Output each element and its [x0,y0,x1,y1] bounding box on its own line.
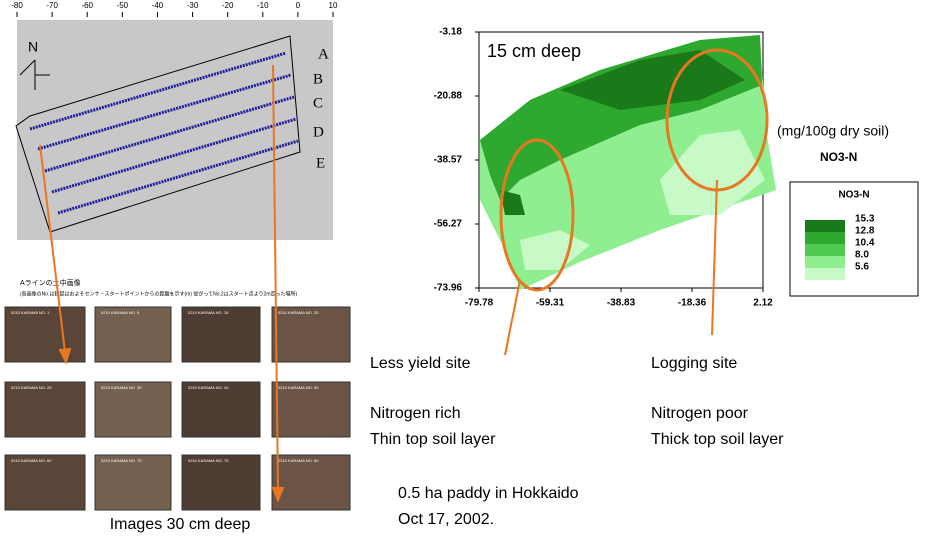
soil-image [272,382,350,437]
legend-label: 5.6 [855,262,869,273]
soil-image [182,455,260,510]
legend-swatch [805,232,845,244]
y-tick-label: -3.18 [439,27,462,38]
pointer-line [505,280,520,355]
soil-image [95,455,171,510]
image-label: 0210 KARAMA NO. 75 [188,458,229,463]
annotation: 0.5 ha paddy in Hokkaido [398,485,579,502]
y-tick-label: -73.96 [434,283,463,294]
legend-title: NO3-N [838,190,869,201]
images-heading: Aラインの土中画像 [20,278,81,287]
soil-image [5,307,85,362]
legend-label: 10.4 [855,238,875,249]
x-tick-label: -79.78 [465,298,494,309]
image-label: 0210 KARAMA NO. 50 [278,385,319,390]
unit-label: (mg/100g dry soil) [777,123,889,139]
soil-image [5,455,85,510]
image-label: 0210 KARAMA NO. 40 [188,385,229,390]
annotation: Thin top soil layer [370,431,496,448]
soil-image [95,307,171,362]
legend-swatch [805,244,845,256]
images-note: (各画像のNo.は耕起はおよそセンサ・スタートポイントからの距離を示す(m) 従… [20,290,297,297]
annotation: Logging site [651,355,737,372]
annotation: Nitrogen rich [370,405,461,422]
annotation: Nitrogen poor [651,405,749,422]
images-caption: Images 30 cm deep [110,516,251,533]
x-tick-label: -50 [117,1,129,10]
x-tick-label: -59.31 [536,298,565,309]
image-label: 0210 KARAMA NO. 15 [188,310,229,315]
legend-swatch [805,220,845,232]
x-tick-label: -30 [187,1,199,10]
row-label: E [316,155,325,171]
annotation: Thick top soil layer [651,431,784,448]
x-tick-label: -70 [46,1,58,10]
soil-image [95,382,171,437]
slide: N ABCDE Aラインの土中画像 (各画像のNo.は耕起はおよそセンサ・スター… [0,0,935,538]
row-label: A [318,46,329,62]
x-tick-label: -38.83 [607,298,636,309]
image-label: 0210 KARAMA NO. 20 [278,310,319,315]
x-tick-label: 10 [329,1,338,10]
image-label: 0210 KARAMA NO. 1 [11,310,50,315]
x-tick-label: -20 [222,1,234,10]
legend-label: 12.8 [855,226,875,237]
contour-title: 15 cm deep [487,41,581,61]
legend-label: 15.3 [855,214,875,225]
image-label: 0210 KARAMA NO. 30 [101,385,142,390]
legend-swatch [805,256,845,268]
image-label: 0210 KARAMA NO. 25 [11,385,52,390]
soil-image [182,307,260,362]
row-label: D [313,124,324,140]
soil-image [272,455,350,510]
x-tick-label: -18.36 [678,298,707,309]
y-tick-label: -56.27 [434,219,463,230]
row-label: C [313,95,323,111]
soil-image [182,382,260,437]
annotation: Oct 17, 2002. [398,511,494,528]
x-tick-label: 2.12 [753,298,773,309]
legend-label: 8.0 [855,250,869,261]
soil-image [5,382,85,437]
page: N ABCDE Aラインの土中画像 (各画像のNo.は耕起はおよそセンサ・スター… [0,0,935,543]
image-label: 0210 KARAMA NO. 5 [101,310,140,315]
soil-image [272,307,350,362]
row-label: B [313,71,323,87]
field-map-bg [17,20,333,240]
legend-swatch [805,268,845,280]
north-label: N [28,39,38,55]
y-tick-label: -38.57 [434,155,463,166]
annotation: Less yield site [370,355,471,372]
variable-label: NO3-N [820,150,857,164]
x-tick-label: -10 [257,1,269,10]
y-tick-label: -20.88 [434,91,463,102]
image-label: 0210 KARAMA NO. 60 [11,458,52,463]
x-tick-label: -60 [81,1,93,10]
image-label: 0210 KARAMA NO. 80 [278,458,319,463]
x-tick-label: -40 [152,1,164,10]
image-label: 0210 KARAMA NO. 70 [101,458,142,463]
x-tick-label: 0 [296,1,301,10]
x-tick-label: -80 [11,1,23,10]
